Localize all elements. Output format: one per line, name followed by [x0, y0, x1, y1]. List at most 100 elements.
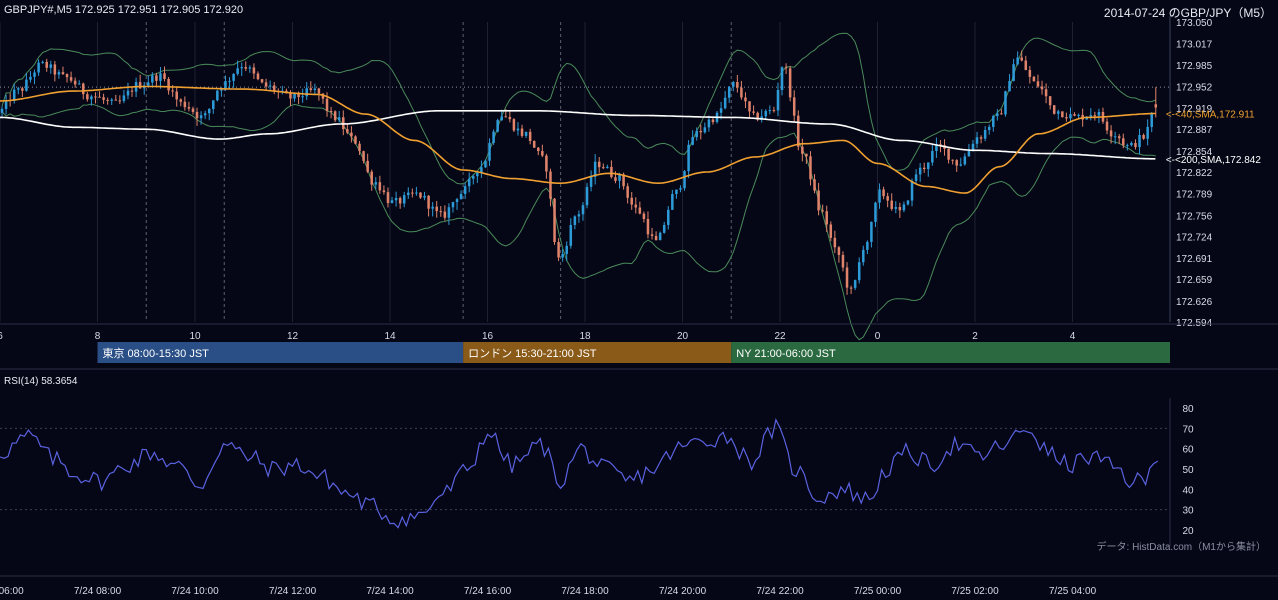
- candle-body: [207, 109, 211, 114]
- sma40-annotation: <-<40,SMA,172.911: [1166, 109, 1255, 120]
- candle-body: [98, 96, 101, 98]
- candle-body: [439, 211, 443, 213]
- candle-body: [667, 209, 670, 225]
- candle-body: [1154, 104, 1158, 108]
- candle-body: [61, 72, 65, 75]
- candle-body: [443, 211, 447, 218]
- candle-body: [996, 113, 999, 117]
- trading-sessions-bar: 東京 08:00-15:30 JST ロンドン 15:30-21:00 JST NY…: [0, 342, 1278, 370]
- candle-body: [329, 111, 333, 113]
- price-axis: 173.050 173.017 172.985 172.952 172.919 172.8…: [1176, 18, 1213, 329]
- candle-body: [301, 96, 304, 98]
- candle-body: [1016, 57, 1019, 65]
- candle-body: [183, 101, 187, 108]
- rsi-tick-label: 70: [1182, 424, 1194, 435]
- candle-body: [622, 174, 625, 187]
- candle-body: [532, 140, 536, 148]
- candle-body: [882, 189, 885, 197]
- candle-body: [467, 178, 471, 187]
- candle-body: [390, 200, 394, 204]
- time-tick-label: 7/24 14:00: [366, 586, 414, 597]
- time-tick-label: 7/25 04:00: [1049, 586, 1097, 597]
- time-tick-label: 7/24 20:00: [659, 586, 707, 597]
- candle-body: [797, 115, 800, 147]
- candle-body: [711, 119, 715, 123]
- candle-body: [752, 111, 755, 113]
- candle-body: [114, 99, 118, 101]
- candle-body: [1105, 121, 1109, 131]
- price-tick-label: 172.626: [1176, 297, 1213, 308]
- candle-body: [394, 197, 398, 201]
- candle-body: [1057, 111, 1060, 114]
- candle-body: [597, 161, 601, 168]
- candle-body: [992, 116, 995, 127]
- hour-tick-label: 6: [0, 331, 3, 342]
- time-tick-label: 7/24 16:00: [464, 586, 512, 597]
- candle-body: [727, 86, 731, 98]
- candle-body: [821, 210, 824, 212]
- candle-body: [321, 93, 325, 99]
- session-band: [97, 342, 464, 363]
- candle-body: [1069, 114, 1072, 119]
- candle-body: [305, 88, 308, 97]
- candle-body: [1093, 115, 1097, 117]
- session-label: NY 21:00-06:00 JST: [736, 348, 836, 360]
- candle-body: [435, 206, 438, 212]
- candle-body: [411, 192, 414, 194]
- candle-body: [256, 73, 260, 80]
- candle-body: [1113, 136, 1117, 138]
- candle-body: [744, 97, 747, 102]
- candle-body: [366, 160, 369, 172]
- candle-body: [1122, 138, 1125, 146]
- candle-body: [979, 137, 983, 139]
- candle-body: [866, 241, 869, 250]
- candle-body: [130, 90, 134, 92]
- candle-body: [1020, 57, 1023, 61]
- price-tick-label: 172.985: [1176, 61, 1213, 72]
- candle-body: [260, 79, 264, 83]
- candle-body: [589, 176, 593, 187]
- candle-body: [382, 190, 386, 193]
- rsi-tick-label: 30: [1182, 506, 1194, 517]
- candle-body: [947, 148, 950, 160]
- candle-body: [138, 82, 142, 89]
- candle-body: [528, 131, 532, 141]
- price-tick-label: 172.952: [1176, 82, 1213, 93]
- candle-body: [516, 128, 520, 131]
- candle-body: [732, 82, 735, 87]
- hour-tick-label: 8: [95, 331, 101, 342]
- candle-body: [756, 112, 759, 120]
- candle-body: [333, 111, 337, 121]
- candle-body: [1097, 111, 1101, 116]
- candle-body: [94, 96, 97, 98]
- candle-body: [264, 82, 268, 87]
- candle-body: [240, 67, 243, 69]
- candle-body: [175, 91, 178, 100]
- session-label: ロンドン 15:30-21:00 JST: [468, 348, 597, 360]
- candle-body: [228, 80, 231, 82]
- candle-body: [1028, 70, 1032, 77]
- candle-body: [906, 200, 910, 205]
- candle-body: [459, 193, 463, 200]
- rsi-tick-label: 40: [1182, 485, 1194, 496]
- candle-body: [216, 90, 219, 101]
- candle-body: [224, 81, 227, 89]
- candle-body: [431, 206, 434, 209]
- candle-body: [252, 67, 256, 74]
- data-source-note: データ: HistData.com（M1から集計）: [1097, 540, 1266, 553]
- candle-body: [57, 72, 61, 75]
- candle-body: [232, 73, 235, 81]
- candle-body: [679, 188, 682, 190]
- time-tick-label: 7/24 06:00: [0, 586, 24, 597]
- candle-body: [423, 195, 426, 198]
- candle-body: [1052, 105, 1056, 114]
- candle-body: [857, 262, 861, 281]
- rsi-series: [0, 418, 1159, 529]
- candle-body: [346, 129, 349, 133]
- candle-body: [325, 98, 329, 112]
- candle-body: [512, 119, 516, 131]
- candle-body: [784, 67, 788, 69]
- price-tick-label: 173.017: [1176, 40, 1213, 51]
- rsi-tick-label: 60: [1182, 445, 1194, 456]
- candle-body: [894, 207, 898, 209]
